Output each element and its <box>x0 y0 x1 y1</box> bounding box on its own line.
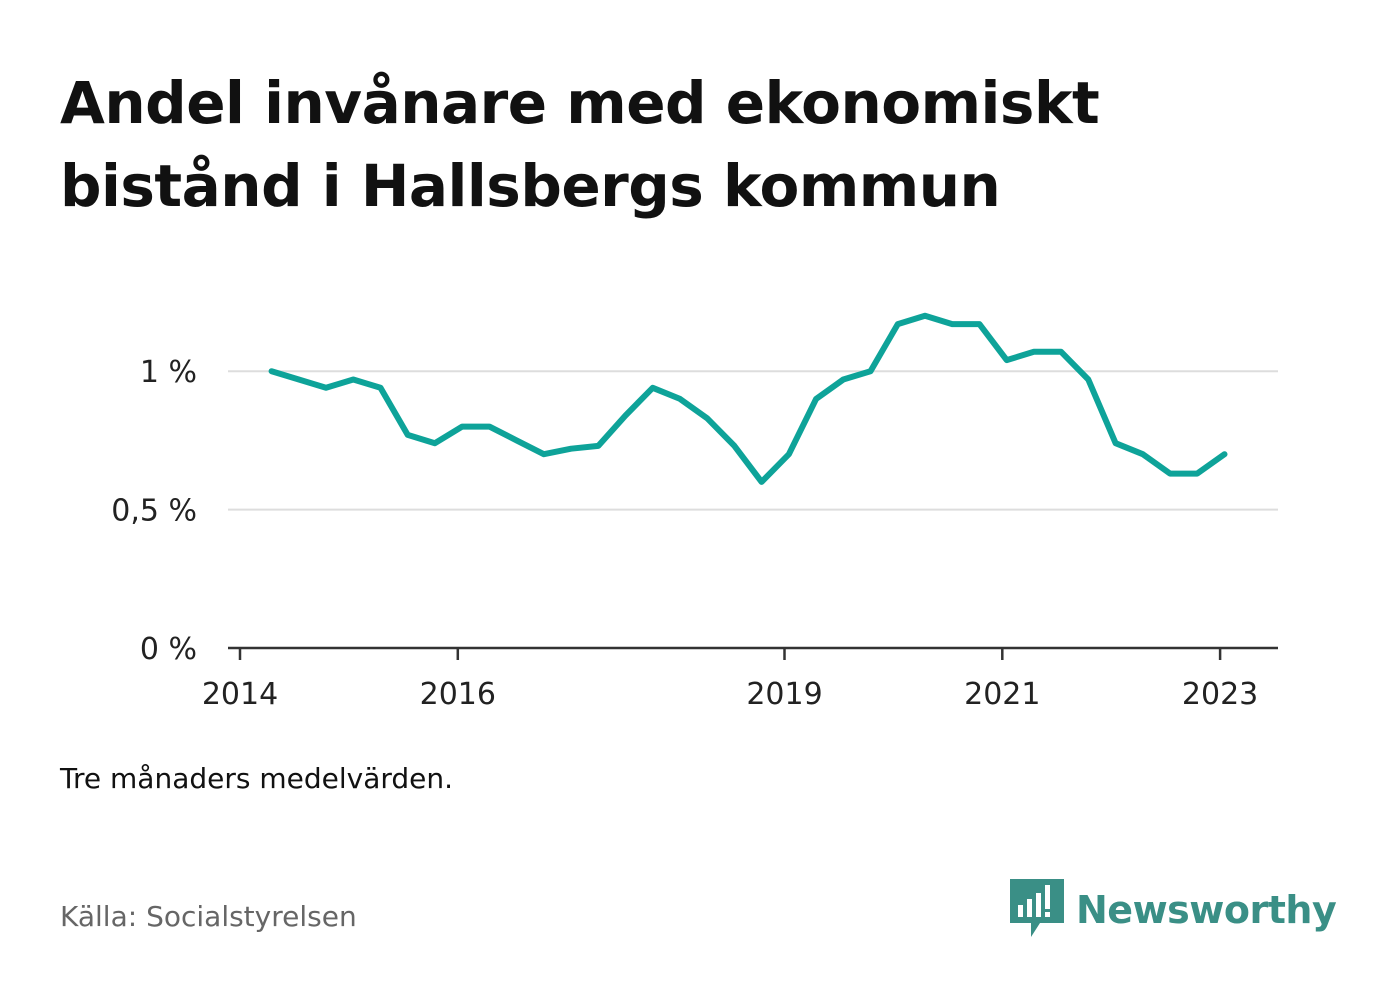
x-tick-label: 2014 <box>202 677 278 712</box>
series-line-0 <box>268 312 1228 485</box>
y-axis-tick-labels: 0 % 0,5 % 1 % <box>111 355 197 667</box>
chart-note: Tre månaders medelvärden. <box>60 762 454 795</box>
y-tick-label: 0 % <box>140 632 197 667</box>
y-tick-label: 0,5 % <box>111 494 197 529</box>
gridlines <box>228 370 1278 511</box>
x-tick-label: 2016 <box>420 677 496 712</box>
x-tick-label: 2019 <box>746 677 822 712</box>
chart-bubble-icon <box>1010 879 1064 937</box>
brand-name: Newsworthy <box>1076 888 1337 932</box>
x-axis: 2014 2016 2019 2021 2023 <box>202 646 1278 712</box>
x-tick-label: 2023 <box>1182 677 1258 712</box>
series-group <box>268 312 1228 485</box>
chart-title: Andel invånare med ekonomiskt bistånd i … <box>60 69 1100 220</box>
source-label: Källa: Socialstyrelsen <box>60 900 357 933</box>
newsworthy-logo[interactable]: Newsworthy <box>1010 878 1337 942</box>
x-tick-label: 2021 <box>964 677 1040 712</box>
y-tick-label: 1 % <box>140 355 197 390</box>
